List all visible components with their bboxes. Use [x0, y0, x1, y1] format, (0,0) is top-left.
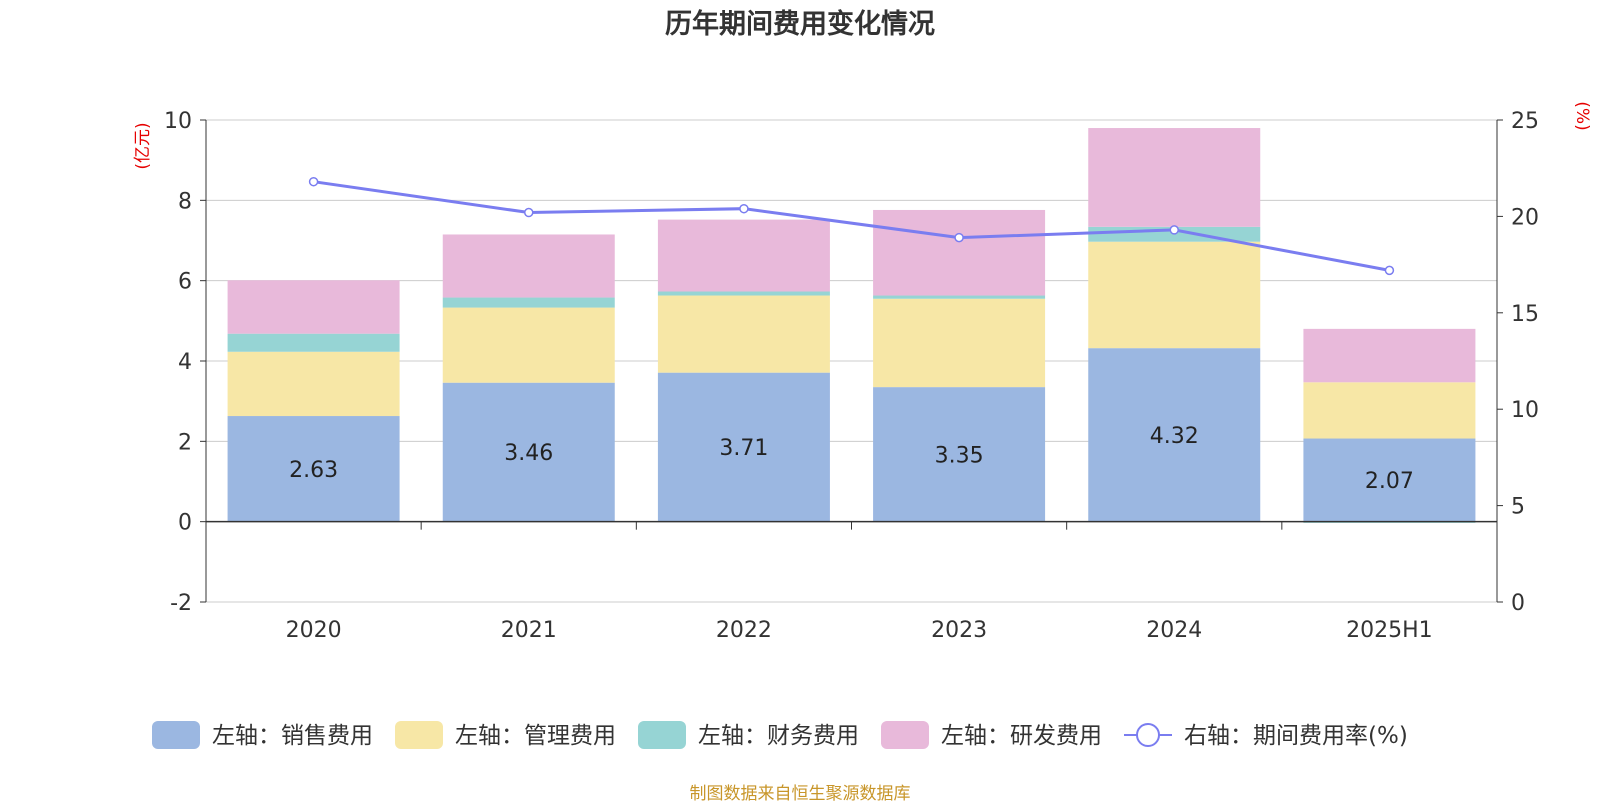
bar-segment — [227, 333, 400, 352]
category-label: 2023 — [931, 618, 987, 643]
legend-swatch — [638, 721, 686, 749]
bar-segment — [442, 382, 615, 522]
bar-segment — [873, 209, 1046, 296]
left-axis-tick-label: 8 — [178, 189, 192, 214]
bar-segment — [1303, 382, 1476, 439]
left-axis-tick-label: 4 — [178, 350, 192, 375]
bar-data-label: 3.71 — [719, 436, 768, 461]
right-axis-tick-label: 0 — [1511, 591, 1525, 616]
bar-segment — [1088, 128, 1261, 227]
bar-segment — [442, 297, 615, 308]
bar-segment — [1088, 241, 1261, 349]
bar-segment — [1303, 328, 1476, 383]
right-axis-tick-label: 10 — [1511, 398, 1539, 423]
rate-point — [739, 203, 749, 214]
bar-segment — [227, 416, 400, 522]
rate-point — [308, 176, 319, 187]
chart-title: 历年期间费用变化情况 — [665, 9, 935, 40]
rate-point — [524, 207, 534, 218]
bar-data-label: 2.07 — [1365, 469, 1414, 494]
bar-segment — [442, 307, 615, 383]
right-axis-tick-label: 15 — [1511, 302, 1539, 327]
rate-point — [954, 232, 964, 243]
source-note: 制图数据来自恒生聚源数据库 — [689, 784, 911, 804]
legend-swatch — [395, 721, 443, 749]
right-axis-tick-label: 20 — [1511, 205, 1539, 230]
left-axis-tick-label: -2 — [170, 591, 192, 616]
category-label: 2024 — [1146, 618, 1202, 643]
rate-point — [1384, 265, 1395, 276]
bar-segment — [873, 298, 1046, 388]
bar-segment — [1088, 348, 1261, 522]
legend-label: 左轴：财务费用 — [698, 723, 859, 749]
left-axis-tick-label: 6 — [178, 270, 192, 295]
rate-line — [313, 180, 1390, 272]
bar-data-label: 2.63 — [289, 458, 338, 483]
category-label: 2025H1 — [1346, 618, 1433, 643]
right-axis-tick-label: 25 — [1511, 109, 1539, 134]
left-axis-tick-label: 2 — [178, 430, 192, 455]
right-axis-unit: (%) — [1572, 101, 1592, 130]
rate-point — [1169, 225, 1179, 235]
left-axis-tick-label: 10 — [164, 109, 192, 134]
bar-segment — [657, 219, 830, 292]
category-label: 2020 — [286, 618, 342, 643]
bar-data-label: 3.35 — [935, 443, 984, 468]
legend-swatch — [881, 721, 929, 749]
bar-segment — [442, 234, 615, 298]
bar-segment — [1303, 438, 1476, 522]
legend-label: 右轴：期间费用率(%) — [1184, 723, 1408, 749]
category-label: 2022 — [716, 618, 772, 643]
bar-segment — [873, 387, 1046, 522]
legend-label: 左轴：研发费用 — [941, 723, 1102, 749]
bar-segment — [227, 351, 400, 417]
bar-data-label: 4.32 — [1150, 424, 1199, 449]
bar-segment — [227, 280, 400, 334]
bar-data-label: 3.46 — [504, 441, 553, 466]
legend-swatch — [152, 721, 200, 749]
legend-marker-swatch — [1136, 723, 1160, 747]
bar-segment — [657, 295, 830, 373]
legend-label: 左轴：销售费用 — [212, 723, 373, 749]
bar-segment — [657, 372, 830, 522]
right-axis-tick-label: 5 — [1511, 495, 1525, 520]
left-axis-tick-label: 0 — [178, 511, 192, 536]
category-label: 2021 — [501, 618, 557, 643]
legend-label: 左轴：管理费用 — [455, 723, 616, 749]
left-axis-unit: (亿元) — [133, 122, 153, 169]
bar-segment — [873, 295, 1046, 299]
bar-segment — [657, 291, 830, 296]
